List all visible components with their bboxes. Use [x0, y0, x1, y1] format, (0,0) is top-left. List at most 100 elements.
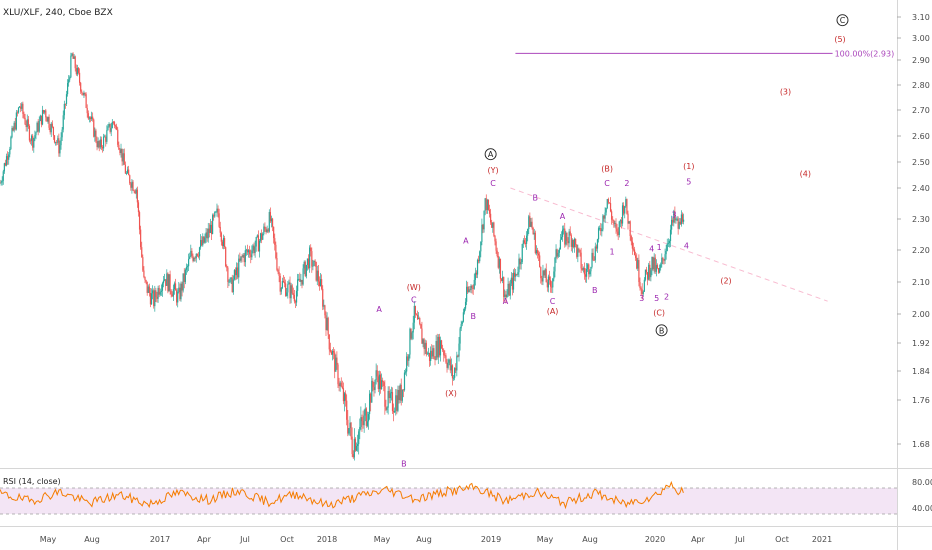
- candle-body: [559, 239, 562, 250]
- time-axis[interactable]: May Aug 2017 Apr Jul Oct 2018 May Aug 2019 May Aug 2…: [40, 535, 832, 544]
- candle-body: [596, 239, 599, 249]
- trendline[interactable]: [510, 187, 828, 302]
- candle-body: [463, 308, 466, 313]
- candle-body: [145, 280, 147, 282]
- candle-body: [247, 250, 250, 253]
- candle-body: [185, 267, 188, 270]
- candle-body: [171, 294, 173, 297]
- candle-body: [425, 342, 427, 355]
- price-axis[interactable]: 3.10 3.00 2.90 2.80 2.70 2.60 2.50 2.40 2.30 2.20…: [897, 13, 930, 449]
- candle-body: [629, 221, 631, 237]
- candle-body: [244, 250, 246, 263]
- candle-body: [419, 317, 421, 325]
- candle-body: [394, 410, 396, 413]
- price-pane[interactable]: [0, 0, 897, 468]
- candle-body: [496, 250, 498, 256]
- candle-body: [45, 110, 47, 118]
- fib-extension[interactable]: 100.00%(2.93): [515, 49, 894, 58]
- candle-body: [630, 236, 632, 242]
- candle-body: [55, 141, 57, 143]
- candle-body: [351, 436, 353, 455]
- candle-body: [621, 205, 624, 224]
- candle-body: [223, 238, 226, 248]
- candle-body: [529, 216, 531, 227]
- candle-body: [422, 339, 424, 344]
- candle-body: [167, 273, 169, 292]
- candle-body: [191, 250, 193, 256]
- candle-body: [3, 163, 5, 172]
- candle-body: [619, 220, 621, 222]
- candle-body: [584, 274, 587, 277]
- candle-body: [231, 277, 233, 293]
- trendline-layer[interactable]: [510, 187, 828, 302]
- wave-label: A: [463, 237, 469, 246]
- candle-body: [588, 264, 590, 275]
- candle-body: [654, 257, 656, 272]
- candle-body: [551, 286, 553, 288]
- candle-body: [446, 362, 448, 368]
- candle-body: [282, 281, 285, 283]
- candle-body: [642, 291, 644, 294]
- candle-body: [535, 250, 538, 254]
- candle-body: [0, 182, 2, 184]
- candle-body: [520, 262, 522, 265]
- candle-body: [227, 267, 229, 282]
- candle-body: [503, 276, 505, 297]
- candle-body: [534, 232, 536, 254]
- candle-body: [490, 213, 492, 223]
- candle-body: [530, 221, 532, 227]
- candle-body: [218, 213, 220, 227]
- candle-body: [291, 285, 293, 294]
- candle-body: [62, 115, 64, 130]
- candle-body: [46, 117, 48, 122]
- candle-body: [386, 407, 388, 410]
- candle-body: [578, 248, 580, 250]
- candle-body: [57, 138, 59, 143]
- candle-body: [197, 255, 200, 257]
- candle-body: [129, 175, 131, 184]
- candle-body: [433, 348, 435, 360]
- candle-body: [337, 364, 339, 385]
- candle-body: [222, 238, 225, 247]
- candle-body: [673, 211, 675, 223]
- chart-title: XLU/XLF, 240, Cboe BZX: [3, 8, 113, 18]
- candle-body: [135, 189, 137, 194]
- candle-body: [570, 235, 572, 247]
- candle-body: [126, 169, 129, 174]
- rsi-pane[interactable]: RSI (14, close) 80.00 40.00: [0, 477, 932, 515]
- candle-body: [220, 232, 222, 242]
- candle-body: [22, 103, 24, 114]
- price-tick-label: 2.00: [912, 310, 930, 319]
- candle-body: [138, 212, 141, 230]
- candle-body: [98, 141, 100, 148]
- candle-body: [333, 351, 335, 353]
- candle-body: [95, 130, 97, 142]
- candle-body: [526, 235, 528, 244]
- candle-body: [633, 249, 636, 256]
- candle-body: [112, 121, 114, 123]
- candle-body: [365, 408, 367, 426]
- candle-body: [656, 265, 659, 269]
- candle-body: [547, 276, 550, 288]
- candle-body: [542, 270, 544, 282]
- candle-body: [162, 280, 165, 284]
- candle-body: [213, 215, 215, 217]
- candle-body: [190, 250, 192, 257]
- candle-body: [488, 209, 491, 214]
- candle-body: [414, 305, 416, 315]
- candle-body: [607, 199, 609, 203]
- candle-body: [479, 251, 481, 262]
- candle-body: [119, 149, 121, 154]
- candle-body: [418, 317, 420, 320]
- wave-label: (5): [834, 35, 845, 44]
- candle-body: [399, 384, 401, 401]
- candle-body: [36, 122, 38, 133]
- candle-body: [28, 125, 31, 141]
- wave-label: A: [376, 305, 382, 314]
- candle-body: [675, 219, 677, 221]
- candle-body: [495, 241, 497, 251]
- candle-body: [270, 218, 273, 222]
- candle-body: [239, 258, 241, 261]
